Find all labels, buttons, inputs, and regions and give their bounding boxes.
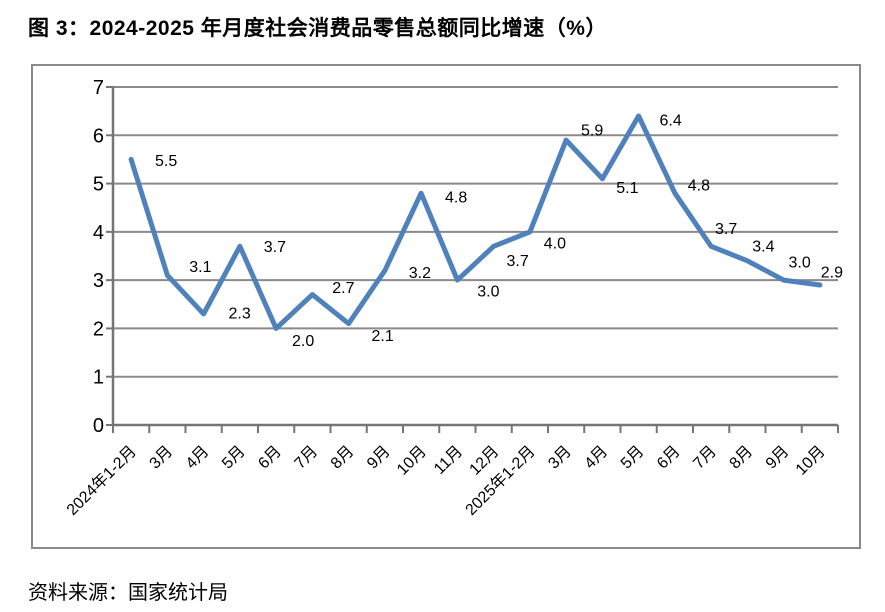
data-point-label: 4.8 xyxy=(688,178,710,195)
x-axis-tick-label: 10月 xyxy=(394,443,430,479)
data-point-label: 3.4 xyxy=(752,238,774,255)
data-point-label: 3.1 xyxy=(189,259,211,276)
y-axis-tick-label: 5 xyxy=(93,174,104,196)
data-point-label: 2.0 xyxy=(292,333,314,350)
source-note: 资料来源：国家统计局 xyxy=(28,582,228,604)
data-point-label: 3.0 xyxy=(789,255,811,272)
x-axis-tick-label: 6月 xyxy=(654,443,684,473)
data-point-label: 3.7 xyxy=(264,239,286,256)
x-axis-tick-label: 3月 xyxy=(147,443,177,473)
data-point-label: 3.7 xyxy=(507,253,529,270)
x-axis-tick-label: 8月 xyxy=(727,443,757,473)
chart-area: 0 1 2 3 4 5 6 7 2024年1-2月 3月 4月 5月 6月 7月 8月 9月 10月 11月 12月… xyxy=(31,64,861,549)
x-axis-tick-label: 10月 xyxy=(793,443,829,479)
data-point-label: 4.0 xyxy=(544,235,566,252)
data-point-label: 2.3 xyxy=(229,305,251,322)
x-axis-tick-label: 8月 xyxy=(328,443,358,473)
y-axis-tick-label: 2 xyxy=(93,318,104,340)
chart-border xyxy=(31,64,861,549)
y-axis-tick-label: 0 xyxy=(93,415,104,437)
y-axis-tick-label: 3 xyxy=(93,270,104,292)
x-axis-tick-label: 9月 xyxy=(763,443,793,473)
x-axis-tick-label: 3月 xyxy=(545,443,575,473)
x-axis-tick-label: 2024年1-2月 xyxy=(63,442,140,519)
data-point-label: 2.9 xyxy=(821,264,843,281)
x-axis-tick-label: 4月 xyxy=(183,443,213,473)
y-axis-tick-label: 6 xyxy=(93,125,104,147)
data-point-label: 6.4 xyxy=(660,112,682,129)
x-axis-tick-label: 4月 xyxy=(582,443,612,473)
x-axis-tick-label: 6月 xyxy=(255,443,285,473)
data-point-label: 5.5 xyxy=(155,153,177,170)
data-point-label: 5.1 xyxy=(616,180,638,197)
y-axis-tick-label: 4 xyxy=(93,222,104,244)
x-axis-tick-label: 5月 xyxy=(618,443,648,473)
data-line xyxy=(128,113,823,331)
data-point-label: 4.8 xyxy=(445,190,467,207)
y-axis-tick-label: 7 xyxy=(93,77,104,99)
data-point-label: 5.9 xyxy=(581,123,603,140)
x-axis-tick-label: 7月 xyxy=(690,443,720,473)
chart-title: 图 3：2024-2025 年月度社会消费品零售总额同比增速（%） xyxy=(28,17,607,40)
x-axis-tick-label: 11月 xyxy=(431,443,466,478)
x-axis-tick-label: 9月 xyxy=(364,443,394,473)
data-point-label: 2.1 xyxy=(372,328,394,345)
y-axis-tick-label: 1 xyxy=(93,367,104,389)
data-point-label: 3.2 xyxy=(409,265,431,282)
x-axis-tick-label: 7月 xyxy=(292,443,322,473)
data-point-label: 3.7 xyxy=(715,221,737,238)
data-point-label: 2.7 xyxy=(332,280,354,297)
x-axis-tick-label: 5月 xyxy=(219,443,249,473)
data-point-label: 3.0 xyxy=(477,284,499,301)
